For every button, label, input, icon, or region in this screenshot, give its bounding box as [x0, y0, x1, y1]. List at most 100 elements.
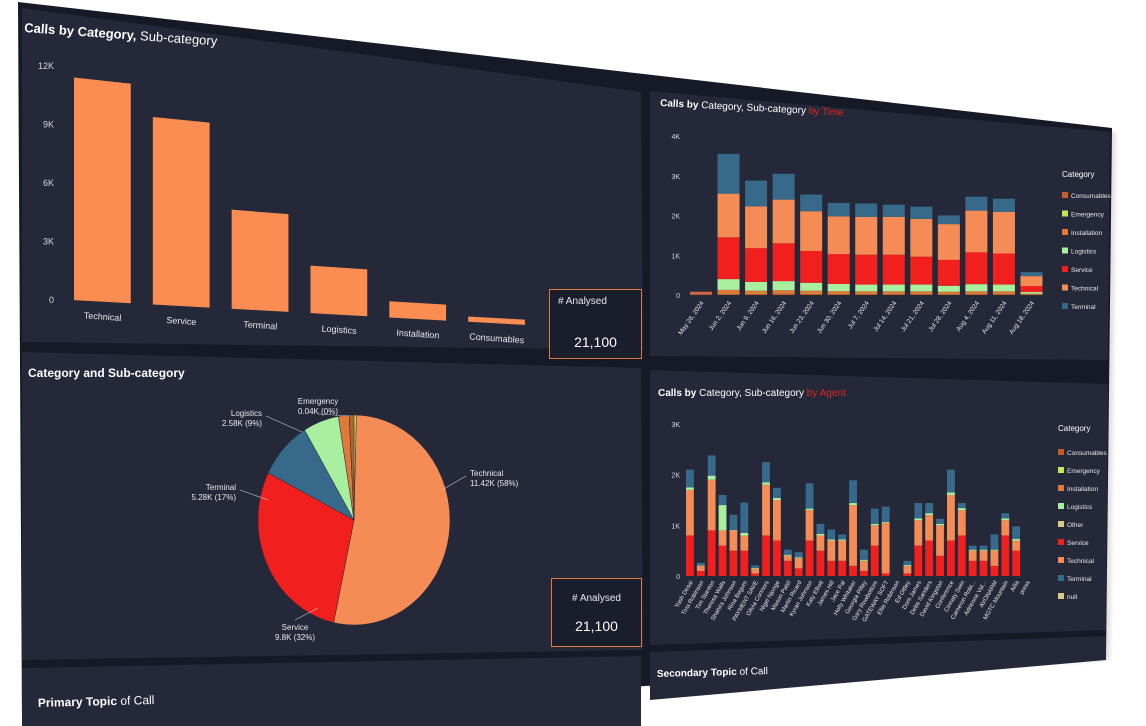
legend-label: null — [1067, 594, 1078, 601]
bar-segment — [690, 294, 713, 295]
bar-segment — [937, 215, 960, 225]
category-pie — [257, 414, 451, 626]
bar-segment — [870, 525, 879, 546]
bar-segment — [855, 203, 878, 217]
bar-segment — [827, 283, 850, 292]
bar-segment — [717, 289, 740, 294]
category-pie-chart: Category and Sub-category Emergency0.04K… — [28, 366, 519, 642]
bar-segment — [707, 530, 716, 576]
bar-segment — [979, 550, 988, 561]
x-tick-label: Consumables — [469, 331, 525, 345]
bar-segment — [772, 290, 795, 294]
calls-by-time-y-axis: 0 1K 2K 3K 4K — [671, 134, 680, 300]
calls-by-time-legend-title: Category — [1062, 170, 1094, 179]
bar-segment — [800, 250, 823, 283]
bar-segment — [860, 559, 868, 561]
bar-segment — [882, 294, 905, 295]
bar-segment — [773, 500, 781, 541]
legend-swatch — [1058, 539, 1064, 545]
bar-segment — [772, 293, 795, 295]
bar-segment — [794, 557, 803, 559]
legend-label: Installation — [1067, 486, 1098, 493]
bar-segment — [870, 545, 879, 576]
legend-swatch — [1062, 284, 1068, 291]
bar-segment — [696, 565, 705, 571]
legend-swatch — [1058, 467, 1064, 473]
bar-segment — [914, 545, 923, 576]
bar-segment — [965, 291, 988, 294]
bar-segment — [855, 291, 878, 294]
y-tick-label: 3K — [671, 174, 680, 181]
bar-segment — [783, 560, 792, 576]
calls-by-agent-bars — [686, 455, 1021, 576]
bar-segment — [849, 480, 857, 504]
bar-segment — [965, 252, 988, 285]
bar-segment — [947, 494, 955, 541]
bar-segment — [827, 216, 850, 255]
pie-slice — [348, 414, 355, 521]
legend-swatch — [1062, 210, 1068, 217]
bar-segment — [740, 502, 749, 533]
bar-segment — [957, 508, 966, 511]
bar-segment — [925, 540, 934, 576]
bar-segment — [936, 555, 944, 576]
bar-segment — [805, 508, 814, 511]
bar-segment — [696, 565, 705, 566]
bar-segment — [717, 193, 740, 238]
bar-segment — [707, 455, 716, 476]
y-tick-label: 3K — [671, 422, 680, 429]
pie-label: Technical — [470, 469, 504, 478]
pie-label: Logistics — [231, 409, 262, 418]
bar-segment — [965, 284, 988, 292]
bar-segment — [745, 290, 768, 294]
bar-segment — [1012, 539, 1021, 541]
calls-by-category-bars — [74, 77, 525, 325]
bar-segment — [729, 529, 738, 531]
pie-leader-line — [317, 413, 351, 417]
bar-segment — [707, 475, 716, 480]
bar-segment — [827, 291, 850, 294]
legend-swatch — [1062, 247, 1068, 254]
legend-label: Other — [1067, 522, 1084, 529]
pie-value-label: 11.42K (58%) — [470, 479, 519, 488]
bar-segment — [751, 567, 760, 569]
bar-segment — [957, 510, 966, 536]
pie-leader-line — [239, 489, 269, 501]
bar-segment — [717, 153, 740, 194]
bar — [389, 301, 447, 321]
bar-segment — [745, 281, 768, 291]
bar-segment — [870, 523, 879, 526]
bar-segment — [772, 173, 795, 200]
bar-segment — [690, 292, 713, 294]
bar-segment — [968, 549, 977, 551]
bar-segment — [925, 515, 934, 541]
bar-segment — [827, 540, 836, 561]
bar-segment — [936, 518, 944, 524]
bar-segment — [1001, 518, 1010, 521]
legend-label: Service — [1067, 540, 1089, 547]
bar-segment — [1001, 520, 1010, 536]
bar-segment — [686, 487, 694, 490]
bar-segment — [990, 550, 999, 566]
bar-segment — [838, 534, 847, 540]
bar-segment — [947, 469, 955, 493]
legend-swatch — [1062, 192, 1068, 198]
bar-segment — [910, 218, 933, 257]
bar-segment — [1012, 550, 1021, 576]
bar-segment — [910, 256, 933, 285]
bar-segment — [751, 573, 760, 576]
bar-segment — [881, 573, 890, 576]
analysed-count-label: # Analysed — [558, 296, 607, 307]
bar-segment — [827, 254, 850, 284]
calls-by-category-chart: Calls by Category, Sub-category 03K6K9K1… — [24, 20, 525, 345]
bar-segment — [745, 248, 768, 282]
bar-segment — [903, 564, 912, 566]
legend-label: Technical — [1071, 286, 1099, 293]
analysed-count-value: 21,100 — [574, 334, 617, 350]
y-tick-label: 1K — [671, 523, 680, 530]
bar-segment — [849, 505, 857, 566]
bar-segment — [800, 282, 823, 291]
bar-segment — [910, 291, 933, 294]
bar-segment — [992, 284, 1015, 292]
